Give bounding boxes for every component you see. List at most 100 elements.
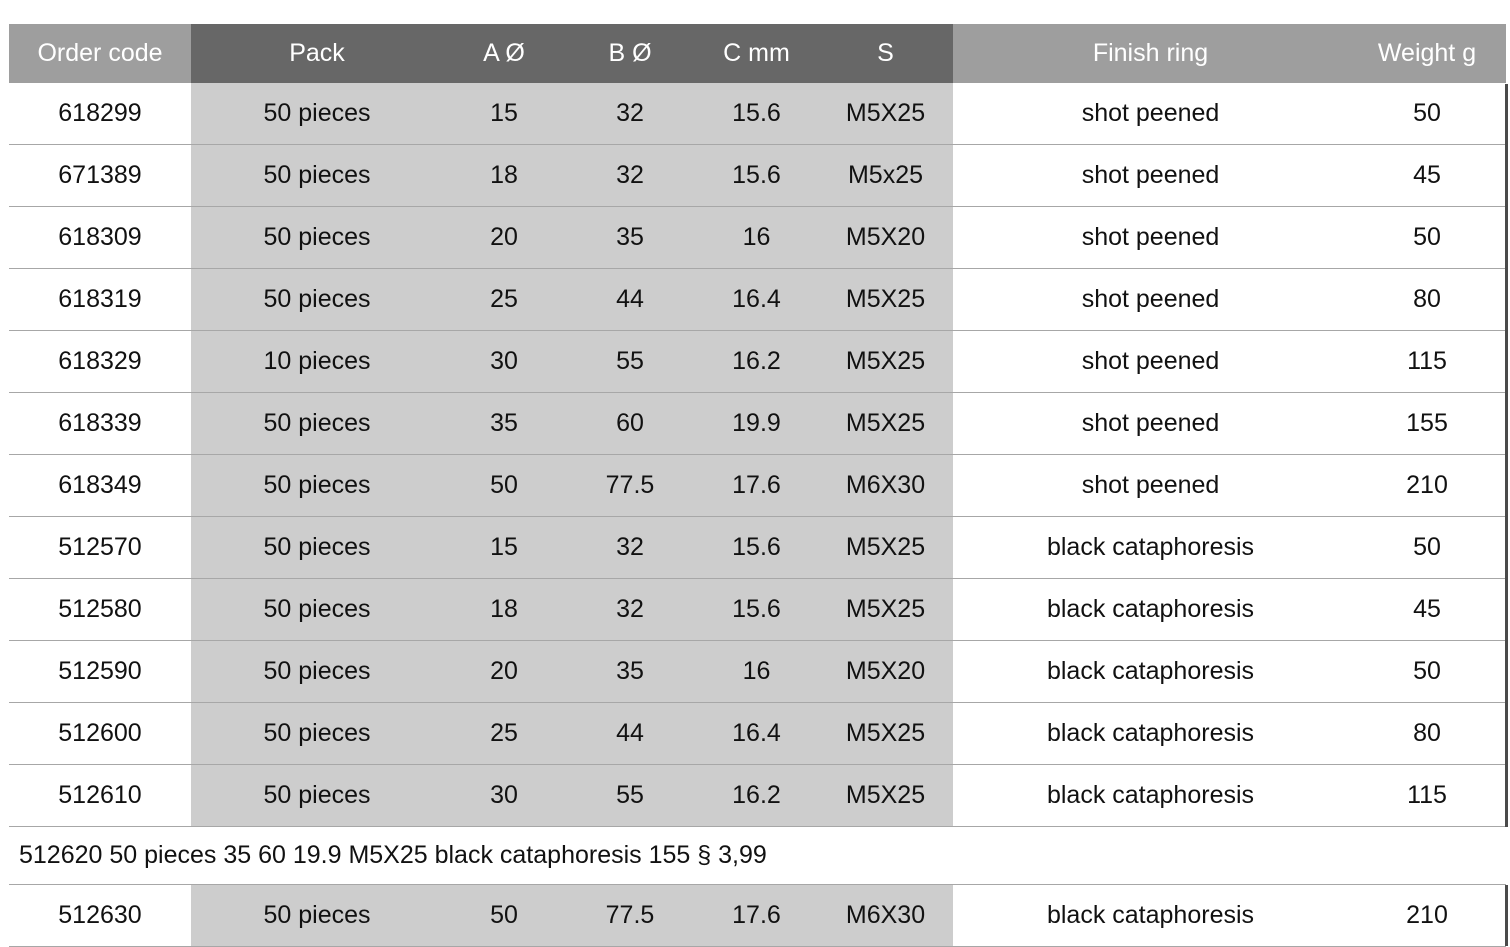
cell-weight: 50 [1348,517,1506,579]
cell-c-mm: 19.9 [695,393,818,455]
cell-b-diameter: 77.5 [565,455,695,517]
cell-order-code: 618319 [9,269,191,331]
right-edge-bar-bottom [1505,885,1508,946]
cell-weight: 45 [1348,145,1506,207]
cell-a-diameter: 50 [443,885,565,947]
cell-order-code: 512610 [9,765,191,827]
cell-weight: 80 [1348,703,1506,765]
cell-pack: 50 pieces [191,207,443,269]
cell-a-diameter: 18 [443,145,565,207]
cell-finish-ring: black cataphoresis [953,517,1348,579]
cell-order-code: 618349 [9,455,191,517]
cell-c-mm: 16.4 [695,703,818,765]
cell-s: M5X25 [818,703,953,765]
cell-weight: 50 [1348,83,1506,145]
cell-s: M5X25 [818,269,953,331]
cell-pack: 50 pieces [191,455,443,517]
merged-row: 512620 50 pieces 35 60 19.9 M5X25 black … [9,827,1506,885]
cell-a-diameter: 25 [443,703,565,765]
cell-b-diameter: 44 [565,269,695,331]
right-edge-bar [1505,84,1508,827]
header-finish-ring: Finish ring [953,24,1348,83]
cell-b-diameter: 32 [565,517,695,579]
cell-finish-ring: shot peened [953,331,1348,393]
cell-a-diameter: 18 [443,579,565,641]
cell-pack: 50 pieces [191,83,443,145]
cell-finish-ring: black cataphoresis [953,765,1348,827]
cell-order-code: 512600 [9,703,191,765]
cell-finish-ring: black cataphoresis [953,703,1348,765]
cell-pack: 50 pieces [191,269,443,331]
cell-finish-ring: black cataphoresis [953,885,1348,947]
cell-finish-ring: shot peened [953,145,1348,207]
cell-s: M6X30 [818,885,953,947]
cell-pack: 50 pieces [191,579,443,641]
header-s: S [818,24,953,83]
product-table: Order code Pack A Ø B Ø C mm S Finish ri… [9,24,1506,947]
cell-pack: 50 pieces [191,885,443,947]
cell-s: M5X25 [818,393,953,455]
cell-order-code: 618329 [9,331,191,393]
cell-s: M5X20 [818,641,953,703]
header-weight: Weight g [1348,24,1506,83]
cell-order-code: 512590 [9,641,191,703]
cell-c-mm: 16.2 [695,765,818,827]
cell-a-diameter: 20 [443,641,565,703]
cell-order-code: 512630 [9,885,191,947]
header-pack: Pack [191,24,443,83]
cell-b-diameter: 44 [565,703,695,765]
cell-c-mm: 16 [695,641,818,703]
cell-finish-ring: shot peened [953,269,1348,331]
cell-c-mm: 15.6 [695,579,818,641]
cell-weight: 115 [1348,765,1506,827]
cell-finish-ring: black cataphoresis [953,641,1348,703]
cell-pack: 50 pieces [191,393,443,455]
cell-s: M5X25 [818,331,953,393]
cell-pack: 50 pieces [191,641,443,703]
cell-s: M6X30 [818,455,953,517]
cell-order-code: 618299 [9,83,191,145]
cell-c-mm: 15.6 [695,145,818,207]
cell-b-diameter: 32 [565,579,695,641]
cell-s: M5X25 [818,83,953,145]
cell-order-code: 618339 [9,393,191,455]
cell-c-mm: 16 [695,207,818,269]
header-b-diameter: B Ø [565,24,695,83]
cell-a-diameter: 15 [443,83,565,145]
cell-c-mm: 16.4 [695,269,818,331]
header-c-mm: C mm [695,24,818,83]
cell-pack: 50 pieces [191,517,443,579]
cell-finish-ring: shot peened [953,455,1348,517]
cell-weight: 50 [1348,207,1506,269]
cell-a-diameter: 35 [443,393,565,455]
cell-s: M5x25 [818,145,953,207]
cell-finish-ring: shot peened [953,393,1348,455]
cell-c-mm: 15.6 [695,517,818,579]
cell-weight: 210 [1348,885,1506,947]
cell-c-mm: 17.6 [695,455,818,517]
cell-a-diameter: 30 [443,765,565,827]
cell-a-diameter: 15 [443,517,565,579]
cell-weight: 115 [1348,331,1506,393]
cell-b-diameter: 32 [565,83,695,145]
cell-b-diameter: 35 [565,207,695,269]
cell-s: M5X25 [818,579,953,641]
cell-weight: 50 [1348,641,1506,703]
cell-weight: 210 [1348,455,1506,517]
cell-s: M5X25 [818,517,953,579]
cell-finish-ring: shot peened [953,207,1348,269]
cell-order-code: 671389 [9,145,191,207]
cell-b-diameter: 32 [565,145,695,207]
cell-s: M5X25 [818,765,953,827]
cell-a-diameter: 20 [443,207,565,269]
cell-weight: 80 [1348,269,1506,331]
cell-order-code: 618309 [9,207,191,269]
cell-order-code: 512570 [9,517,191,579]
cell-c-mm: 15.6 [695,83,818,145]
cell-weight: 155 [1348,393,1506,455]
cell-b-diameter: 55 [565,331,695,393]
cell-weight: 45 [1348,579,1506,641]
cell-order-code: 512580 [9,579,191,641]
cell-a-diameter: 25 [443,269,565,331]
cell-b-diameter: 60 [565,393,695,455]
